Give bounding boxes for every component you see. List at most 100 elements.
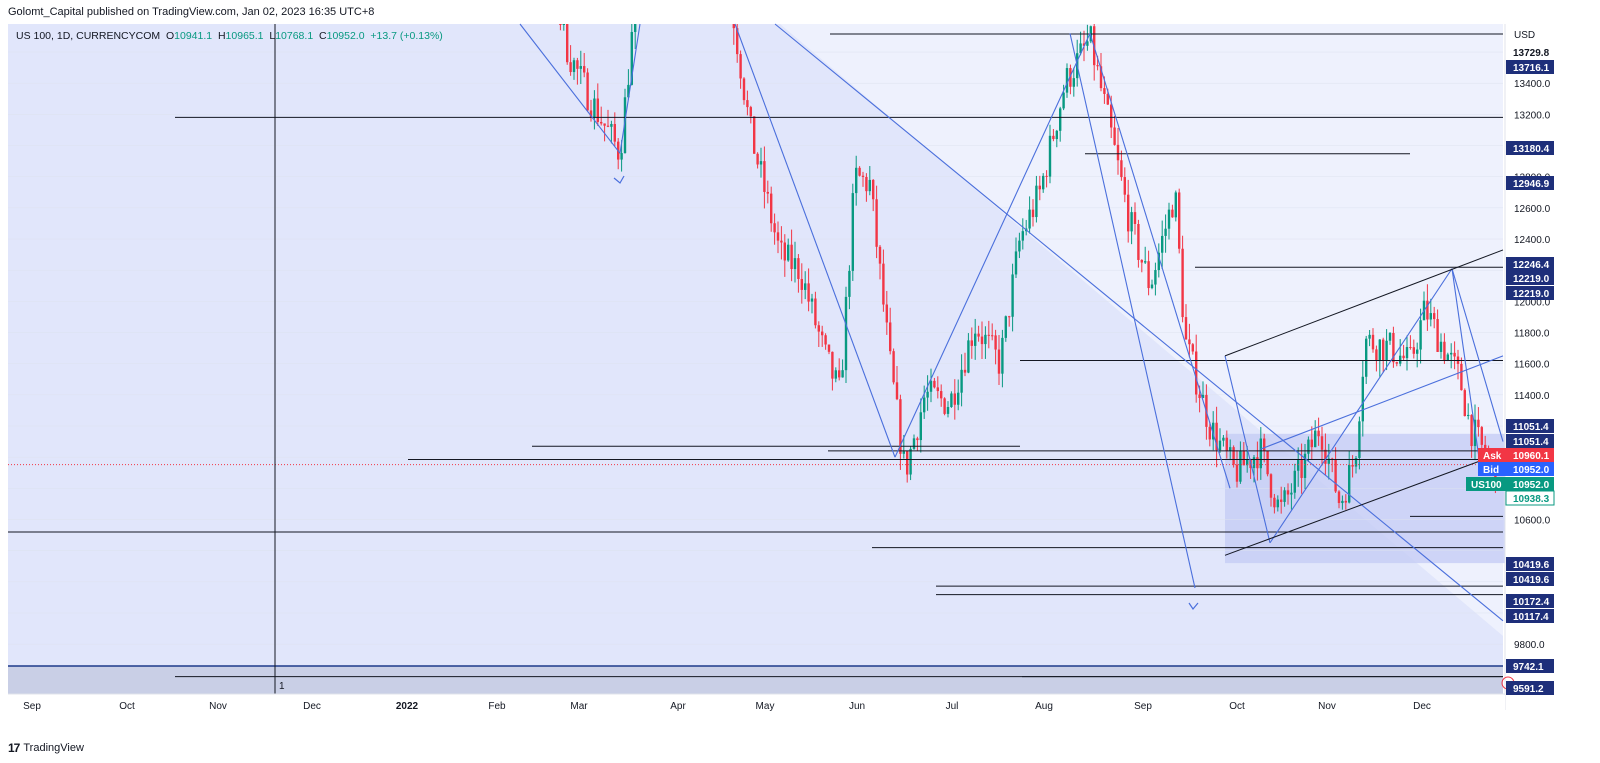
price-label-text: 13180.4: [1513, 144, 1550, 155]
candle-body: [882, 263, 885, 305]
candle-body: [1361, 376, 1364, 422]
candle-body: [943, 398, 946, 414]
price-tag-text: US100: [1471, 480, 1502, 491]
vertical-marker-label: 1: [279, 681, 285, 692]
candle-body: [1256, 457, 1259, 469]
candle-body: [1178, 192, 1181, 249]
candle-body: [1436, 319, 1439, 352]
price-label-box: [1506, 572, 1554, 586]
candle-body: [878, 246, 882, 264]
y-tick-label: 12400.0: [1514, 235, 1551, 246]
candle-body: [739, 54, 742, 79]
candle-body: [746, 100, 749, 108]
candle-body: [1460, 363, 1463, 391]
candle-body: [1314, 430, 1317, 448]
candle-body: [1320, 436, 1324, 450]
candle-body: [1252, 457, 1256, 469]
price-label-text: 10952.0: [1513, 480, 1550, 491]
price-label-text: 12246.4: [1513, 260, 1550, 271]
candle-body: [1344, 500, 1347, 503]
candle-body: [957, 392, 960, 405]
candle-body: [980, 336, 984, 345]
candle-body: [1174, 192, 1177, 218]
trend-line: [1224, 355, 1271, 543]
candle-body: [1453, 352, 1456, 357]
candle-body: [1140, 259, 1143, 263]
candle-body: [1446, 354, 1449, 361]
candle-body: [1130, 212, 1133, 232]
trend-line: [1259, 355, 1504, 450]
candle-body: [630, 31, 633, 85]
candle-body: [838, 370, 841, 378]
candle-body: [1021, 231, 1024, 241]
candle-body: [1038, 185, 1041, 190]
candle-body: [1011, 274, 1014, 317]
y-tick-label: 11600.0: [1514, 360, 1550, 371]
trend-line: [1269, 268, 1453, 544]
candle-body: [974, 333, 977, 346]
candle-body: [987, 334, 990, 336]
candle-body: [773, 223, 776, 233]
candle-body: [1082, 43, 1086, 46]
candle-body: [1014, 251, 1018, 275]
candle-body: [929, 380, 933, 392]
candle-body: [1154, 270, 1157, 285]
price-label-text: 10952.0: [1513, 465, 1550, 476]
candle-body: [1116, 144, 1120, 161]
price-label-text: 10419.6: [1513, 575, 1550, 586]
candle-body: [1300, 460, 1303, 478]
x-tick-label: Jul: [946, 701, 959, 712]
candle-body: [1059, 108, 1062, 131]
candle-body: [610, 123, 613, 127]
price-label-box: [1506, 609, 1554, 623]
x-tick-label: Oct: [1229, 701, 1245, 712]
candle-body: [933, 380, 936, 388]
candle-body: [1042, 175, 1045, 190]
candle-body: [909, 448, 912, 475]
candle-body: [912, 438, 916, 449]
y-tick-label: 12600.0: [1514, 204, 1551, 215]
price-label-box: [1506, 477, 1554, 491]
price-label-text: 12219.0: [1513, 289, 1550, 300]
price-label-box: [1506, 462, 1554, 476]
open-label: O: [165, 30, 175, 42]
candle-body: [1385, 340, 1388, 361]
candle-body: [1286, 490, 1290, 495]
candle-body: [1368, 334, 1371, 339]
price-tag-text: Ask: [1483, 451, 1502, 462]
candle-body: [1388, 333, 1392, 341]
x-tick-label: Jun: [849, 701, 865, 712]
candle-body: [902, 451, 905, 454]
candle-body: [793, 258, 797, 270]
candle-body: [1222, 437, 1225, 441]
candle-body: [861, 175, 865, 177]
low-value: 10768.1: [275, 30, 314, 42]
candle-body: [977, 333, 980, 337]
x-tick-label: Apr: [670, 701, 686, 712]
candle-body: [1269, 474, 1273, 498]
candle-body: [960, 369, 963, 393]
trend-line: [519, 23, 621, 154]
candle-body: [1358, 421, 1361, 458]
tradingview-brand[interactable]: 17 TradingView: [8, 741, 84, 755]
candle-body: [1150, 284, 1154, 289]
price-label-box: [1506, 45, 1554, 59]
candle-body: [875, 199, 878, 247]
candle-body: [1290, 492, 1293, 495]
price-label-text: 10117.4: [1513, 612, 1549, 623]
price-label-text: 11051.4: [1513, 422, 1549, 433]
x-tick-label: Nov: [209, 701, 227, 712]
price-label-box: [1506, 141, 1554, 155]
footer-bar: [0, 738, 1600, 763]
candle-body: [1375, 349, 1378, 361]
candle-body: [923, 397, 926, 413]
candle-body: [1167, 209, 1171, 229]
price-label-box: [1506, 419, 1554, 433]
candle-body: [1031, 209, 1035, 218]
candle-body: [1450, 352, 1453, 355]
candle-body: [1144, 261, 1147, 263]
candle-body: [1099, 66, 1103, 89]
candle-body: [950, 393, 953, 408]
channel-lower-line: [1224, 452, 1504, 556]
